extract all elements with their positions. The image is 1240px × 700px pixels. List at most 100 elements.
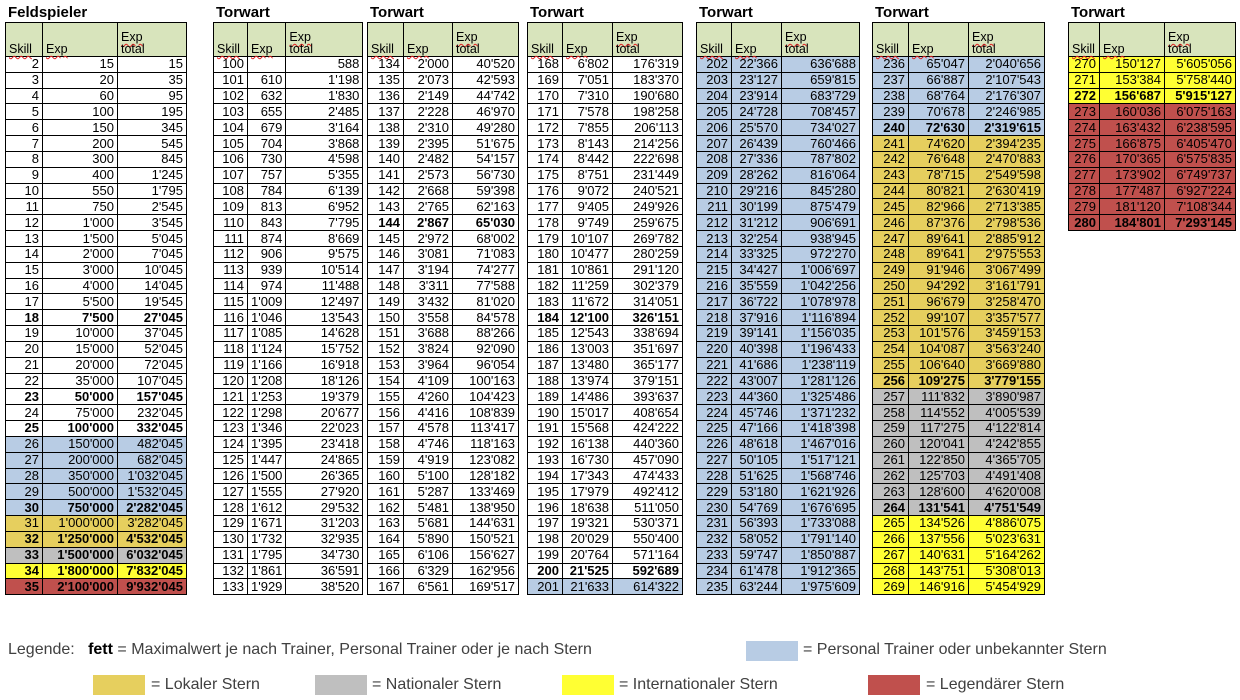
exp-cell: 74'620 [908, 135, 969, 152]
exp-cell: 610 [246, 71, 287, 89]
header-skill: Skill [696, 22, 732, 57]
exp-total-cell: 7'045 [117, 245, 187, 263]
skill-cell: 189 [527, 388, 563, 406]
skill-cell: 145 [367, 230, 404, 247]
skill-cell: 127 [213, 483, 248, 501]
exp-total-cell: 133'469 [452, 483, 519, 501]
exp-total-cell: 42'593 [452, 71, 519, 89]
table-row: 268 143'751 5'308'013 [872, 562, 1045, 580]
exp-total-cell: 35 [117, 71, 187, 89]
header-label: Skill [9, 42, 32, 56]
exp-total-cell: 5'023'631 [968, 530, 1045, 548]
table-row: 114 974 11'488 [213, 277, 364, 295]
exp-total-cell: 113'417 [452, 420, 519, 437]
exp-cell: 843 [246, 214, 287, 232]
exp-total-cell: 14'628 [285, 325, 364, 342]
skill-cell: 137 [367, 103, 404, 121]
exp-total-cell: 6'405'470 [1164, 135, 1236, 152]
skill-cell: 133 [213, 578, 248, 596]
exp-total-cell: 6'032'045 [117, 546, 187, 564]
exp-cell: 4'578 [403, 420, 453, 437]
exp-cell: 1'009 [246, 293, 287, 311]
exp-total-cell: 20'677 [285, 404, 364, 422]
table-row: 215 34'427 1'006'697 [696, 261, 860, 279]
exp-cell: 1'000 [42, 214, 118, 232]
exp-cell: 5'500 [42, 293, 118, 311]
exp-total-cell: 1'912'365 [781, 562, 860, 580]
exp-cell: 29'216 [731, 182, 782, 200]
exp-total-cell: 240'521 [612, 182, 683, 200]
exp-total-cell: 708'457 [781, 103, 860, 121]
skill-cell: 208 [696, 150, 732, 168]
table-row: 225 47'166 1'418'398 [696, 420, 860, 437]
exp-total-cell: 249'926 [612, 198, 683, 216]
skill-cell: 101 [213, 71, 248, 89]
header-label: Skill [371, 42, 394, 56]
header-label: total [456, 42, 480, 56]
table-row: 12 1'000 3'545 [5, 214, 187, 232]
exp-total-cell: 84'578 [452, 309, 519, 327]
skill-cell: 182 [527, 277, 563, 295]
skill-cell: 104 [213, 119, 248, 137]
skill-cell: 121 [213, 388, 248, 406]
exp-cell: 3'688 [403, 325, 453, 342]
table-row: 262 125'703 4'491'408 [872, 467, 1045, 485]
exp-cell: 1'447 [246, 451, 287, 469]
exp-cell: 15 [42, 56, 118, 73]
skill-cell: 134 [367, 56, 404, 73]
exp-total-cell: 6'238'595 [1164, 119, 1236, 137]
exp-cell: 35'559 [731, 277, 782, 295]
table-row: 202 22'366 636'688 [696, 56, 860, 73]
exp-cell: 9'749 [562, 214, 613, 232]
table-row: 176 9'072 240'521 [527, 182, 683, 200]
skill-cell: 32 [5, 530, 43, 548]
exp-cell: 63'244 [731, 578, 782, 596]
exp-total-cell: 162'956 [452, 562, 519, 580]
exp-cell: 21'633 [562, 578, 613, 596]
exp-cell: 7'855 [562, 119, 613, 137]
table-row: 230 54'769 1'676'695 [696, 499, 860, 517]
skill-cell: 150 [367, 309, 404, 327]
table-row: 226 48'618 1'467'016 [696, 435, 860, 453]
exp-total-cell: 13'543 [285, 309, 364, 327]
exp-cell: 18'638 [562, 499, 613, 517]
table-row: 28 350'000 1'032'045 [5, 467, 187, 485]
exp-cell: 2'100'000 [42, 578, 118, 596]
table-row: 218 37'916 1'116'894 [696, 309, 860, 327]
skill-cell: 117 [213, 325, 248, 342]
exp-table: Skill Exp Exp total 134 2'000 40'520 135 2'073 42… [367, 22, 519, 596]
table-row: 240 72'630 2'319'615 [872, 119, 1045, 137]
exp-cell: 906 [246, 245, 287, 263]
exp-cell: 60 [42, 87, 118, 105]
table-row: 275 166'875 6'405'470 [1068, 135, 1236, 152]
header-exp: Exp [731, 22, 782, 57]
skill-cell: 249 [872, 261, 909, 279]
skill-cell: 213 [696, 230, 732, 247]
exp-total-cell: 18'126 [285, 372, 364, 390]
table-row: 15 3'000 10'045 [5, 261, 187, 279]
header-label: Exp [407, 42, 429, 56]
exp-total-cell: 5'045 [117, 230, 187, 247]
header-label: Exp [1103, 42, 1125, 56]
exp-total-cell: 659'815 [781, 71, 860, 89]
exp-cell: 33'325 [731, 245, 782, 263]
table-row: 249 91'946 3'067'499 [872, 261, 1045, 279]
skill-cell: 143 [367, 198, 404, 216]
header-exp-total: Exp total [968, 22, 1045, 57]
table-row: 206 25'570 734'027 [696, 119, 860, 137]
skill-cell: 3 [5, 71, 43, 89]
table-row: 227 50'105 1'517'121 [696, 451, 860, 469]
skill-cell: 191 [527, 420, 563, 437]
exp-total-cell: 169'517 [452, 578, 519, 596]
skill-cell: 279 [1068, 198, 1100, 216]
exp-cell: 156'687 [1099, 87, 1165, 105]
table-row: 115 1'009 12'497 [213, 293, 364, 311]
exp-cell: 5'890 [403, 530, 453, 548]
table-row: 221 41'686 1'238'119 [696, 356, 860, 374]
exp-cell: 1'555 [246, 483, 287, 501]
exp-cell: 1'929 [246, 578, 287, 596]
skill-cell: 226 [696, 435, 732, 453]
exp-total-cell: 3'890'987 [968, 388, 1045, 406]
table-row: 194 17'343 474'433 [527, 467, 683, 485]
exp-total-cell: 214'256 [612, 135, 683, 152]
